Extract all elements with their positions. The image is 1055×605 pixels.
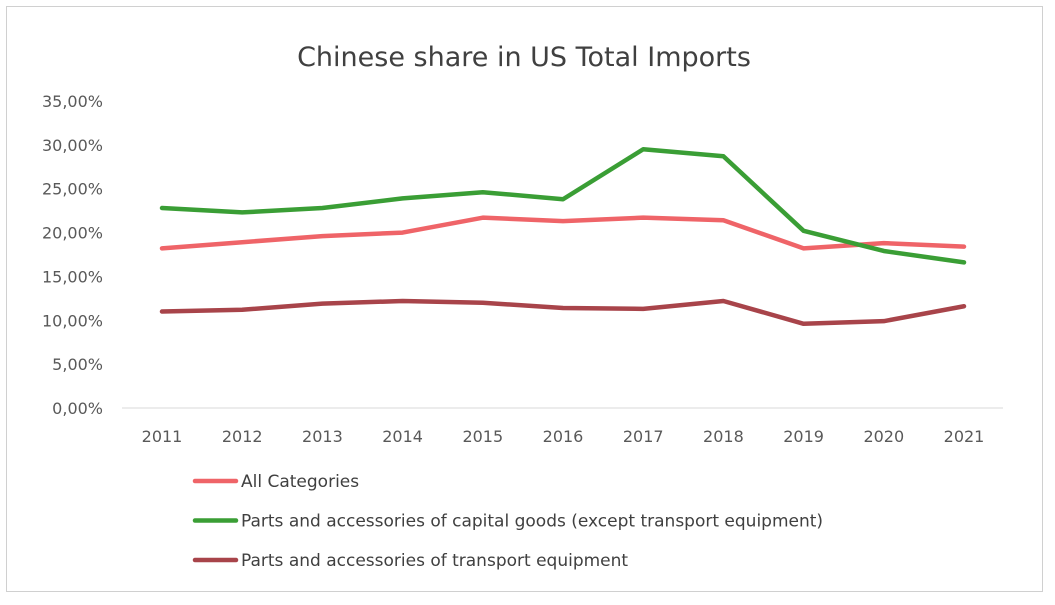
x-tick-label: 2011 (142, 427, 183, 446)
y-tick-label: 5,00% (52, 355, 103, 374)
y-tick-label: 25,00% (42, 180, 103, 199)
legend-label: Parts and accessories of capital goods (… (241, 512, 823, 532)
legend-item: Parts and accessories of capital goods (… (192, 512, 823, 532)
y-tick-label: 10,00% (42, 311, 103, 330)
x-tick-label: 2015 (462, 427, 503, 446)
y-tick-label: 20,00% (42, 224, 103, 243)
y-tick-label: 35,00% (42, 92, 103, 111)
legend-item: Parts and accessories of transport equip… (192, 551, 628, 571)
series-line-1 (159, 215, 967, 251)
chart-frame (6, 6, 1043, 592)
y-tick-label: 0,00% (52, 399, 103, 418)
chart-title: Chinese share in US Total Imports (297, 42, 751, 73)
x-tick-label: 2020 (863, 427, 904, 446)
legend-label: Parts and accessories of transport equip… (241, 551, 628, 571)
legend-label: All Categories (241, 472, 359, 492)
x-tick-label: 2018 (703, 427, 744, 446)
x-tick-label: 2021 (944, 427, 985, 446)
legend-item: All Categories (192, 472, 359, 492)
x-tick-label: 2017 (623, 427, 664, 446)
x-tick-label: 2014 (382, 427, 423, 446)
x-tick-label: 2012 (222, 427, 263, 446)
y-tick-label: 15,00% (42, 267, 103, 286)
x-tick-label: 2019 (783, 427, 824, 446)
x-tick-label: 2013 (302, 427, 343, 446)
series-line-3 (159, 298, 967, 327)
y-tick-label: 30,00% (42, 136, 103, 155)
x-tick-label: 2016 (543, 427, 584, 446)
